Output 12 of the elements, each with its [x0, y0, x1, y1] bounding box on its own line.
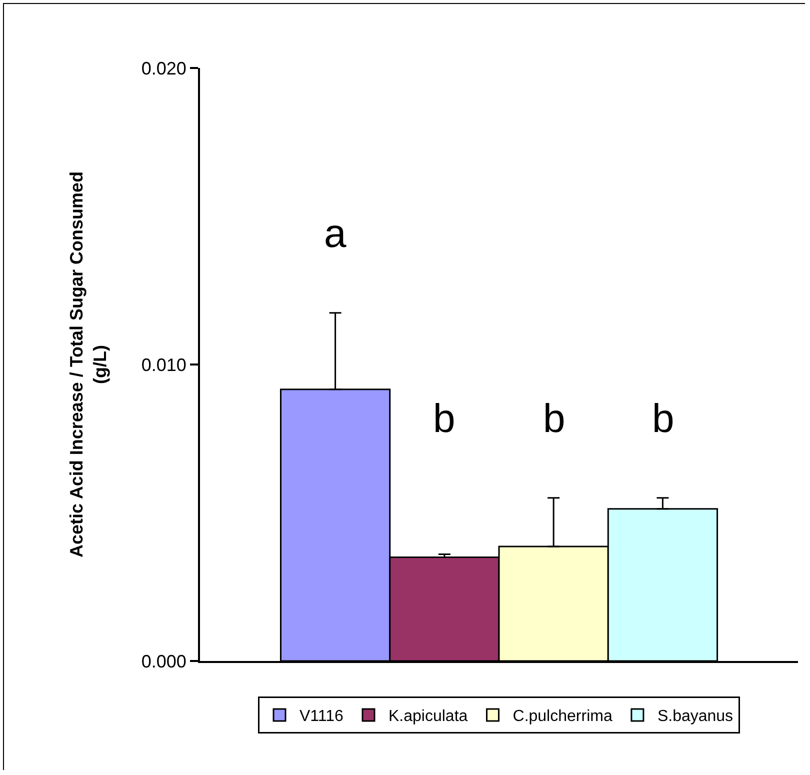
legend-label: K.apiculata	[388, 708, 468, 726]
annotation: b	[433, 397, 456, 441]
y-axis-title: Acetic Acid Increase / Total Sugar Consumed (g/L)	[66, 171, 110, 558]
y-tick-label: 0.020	[141, 58, 186, 78]
annotation: b	[652, 397, 674, 441]
annotation: a	[324, 212, 347, 256]
y-tick-label: 0.010	[141, 354, 186, 375]
legend-label: C.pulcherrima	[512, 708, 612, 726]
legend-label: S.bayanus	[657, 708, 734, 726]
y-tick-label: 0.000	[141, 651, 186, 672]
legend-label: V1116	[300, 708, 344, 726]
annotation: b	[543, 397, 566, 441]
